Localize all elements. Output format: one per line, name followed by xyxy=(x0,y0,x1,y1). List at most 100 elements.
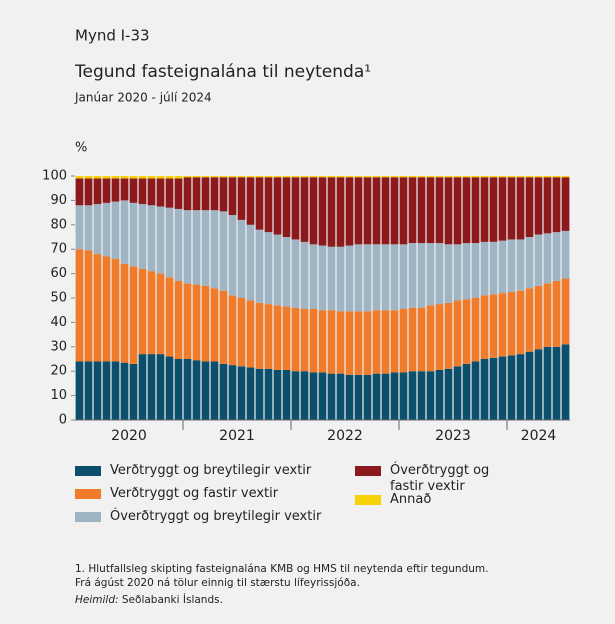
bar-segment xyxy=(156,176,165,179)
bar-segment xyxy=(102,256,111,362)
bar-segment xyxy=(525,237,534,289)
bar-segment xyxy=(219,211,228,291)
bar-segment xyxy=(192,284,201,361)
bar-segment xyxy=(102,176,111,179)
bar-segment xyxy=(498,177,507,241)
bar-segment xyxy=(237,366,246,420)
bar-segment xyxy=(309,308,318,373)
legend-label: Verðtryggt og breytilegir vextir xyxy=(110,463,312,478)
bar-segment xyxy=(435,177,444,244)
bar-segment xyxy=(552,346,561,420)
bar-segment xyxy=(354,244,363,312)
x-tick-label: 2024 xyxy=(521,428,557,444)
bar-segment xyxy=(111,201,120,259)
bar-segment xyxy=(255,177,264,230)
bar-segment xyxy=(318,177,327,246)
legend-label: Verðtryggt og fastir vextir xyxy=(110,486,279,501)
bar-segment xyxy=(534,176,543,178)
bar-segment xyxy=(102,178,111,203)
bar-segment xyxy=(183,176,192,178)
bar-segment xyxy=(165,356,174,420)
bar-segment xyxy=(291,307,300,372)
bar-segment xyxy=(129,176,138,179)
bar-segment xyxy=(336,246,345,312)
bar-segment xyxy=(534,349,543,420)
bar-segment xyxy=(138,204,147,269)
bar-segment xyxy=(417,307,426,372)
bar-segment xyxy=(210,176,219,178)
bar-segment xyxy=(399,244,408,309)
bar-segment xyxy=(237,298,246,367)
bar-segment xyxy=(534,234,543,286)
bar-segment xyxy=(435,176,444,178)
bar-segment xyxy=(327,373,336,420)
bar-segment xyxy=(138,354,147,420)
bar-segment xyxy=(75,361,84,420)
bar-segment xyxy=(156,178,165,207)
bar-segment xyxy=(93,361,102,420)
bar-segment xyxy=(525,176,534,178)
y-tick-label: 100 xyxy=(42,169,67,184)
bar-segment xyxy=(300,308,309,372)
bar-segment xyxy=(84,205,93,251)
bar-segment xyxy=(543,177,552,234)
bar-segment xyxy=(255,229,264,303)
bar-segment xyxy=(246,176,255,178)
bar-segment xyxy=(192,360,201,420)
bar-segment xyxy=(345,311,354,375)
bar-segment xyxy=(444,176,453,178)
bar-segment xyxy=(552,176,561,178)
bar-segment xyxy=(228,365,237,420)
bar-segment xyxy=(489,241,498,295)
bar-segment xyxy=(120,176,129,179)
legend-swatch xyxy=(355,466,381,476)
legend-column: Óverðtryggt og fastir vextir Annað xyxy=(355,463,525,515)
bar-segment xyxy=(471,361,480,420)
bar-segment xyxy=(462,176,471,178)
bar-segment xyxy=(426,176,435,178)
bar-segment xyxy=(453,177,462,245)
legend-label: Óverðtryggt og fastir vextir xyxy=(390,463,490,494)
bar-segment xyxy=(417,371,426,420)
bar-segment xyxy=(111,176,120,179)
y-tick-label: 60 xyxy=(50,266,67,281)
source: Heimild: Seðlabanki Íslands. xyxy=(75,593,488,607)
bar-segment xyxy=(210,177,219,211)
bar-segment xyxy=(426,371,435,420)
bar-segment xyxy=(516,239,525,291)
bar-segment xyxy=(399,308,408,373)
legend-swatch xyxy=(75,489,101,499)
bar-segment xyxy=(399,372,408,420)
bar-segment xyxy=(309,176,318,178)
bar-segment xyxy=(516,176,525,178)
bar-segment xyxy=(120,263,129,363)
bar-segment xyxy=(174,178,183,209)
bar-segment xyxy=(219,290,228,364)
bar-segment xyxy=(543,233,552,284)
bar-segment xyxy=(93,254,102,362)
bar-segment xyxy=(174,280,183,359)
bar-segment xyxy=(435,369,444,420)
bar-segment xyxy=(327,177,336,247)
bar-segment xyxy=(471,298,480,362)
bar-segment xyxy=(228,215,237,296)
bar-segment xyxy=(246,224,255,301)
bar-segment xyxy=(282,369,291,420)
bar-segment xyxy=(543,283,552,347)
x-tick-label: 2022 xyxy=(327,428,363,444)
bar-segment xyxy=(381,176,390,178)
bar-segment xyxy=(480,241,489,296)
bar-segment xyxy=(318,245,327,311)
source-label: Heimild: xyxy=(75,594,119,606)
bar-segment xyxy=(309,244,318,309)
bar-segment xyxy=(345,245,354,312)
bar-segment xyxy=(354,311,363,375)
bar-segment xyxy=(291,371,300,420)
bar-segment xyxy=(102,202,111,257)
bar-segment xyxy=(408,307,417,372)
y-tick-label: 30 xyxy=(50,339,67,354)
bar-segment xyxy=(273,176,282,178)
bar-segment xyxy=(282,306,291,370)
bar-segment xyxy=(147,271,156,355)
